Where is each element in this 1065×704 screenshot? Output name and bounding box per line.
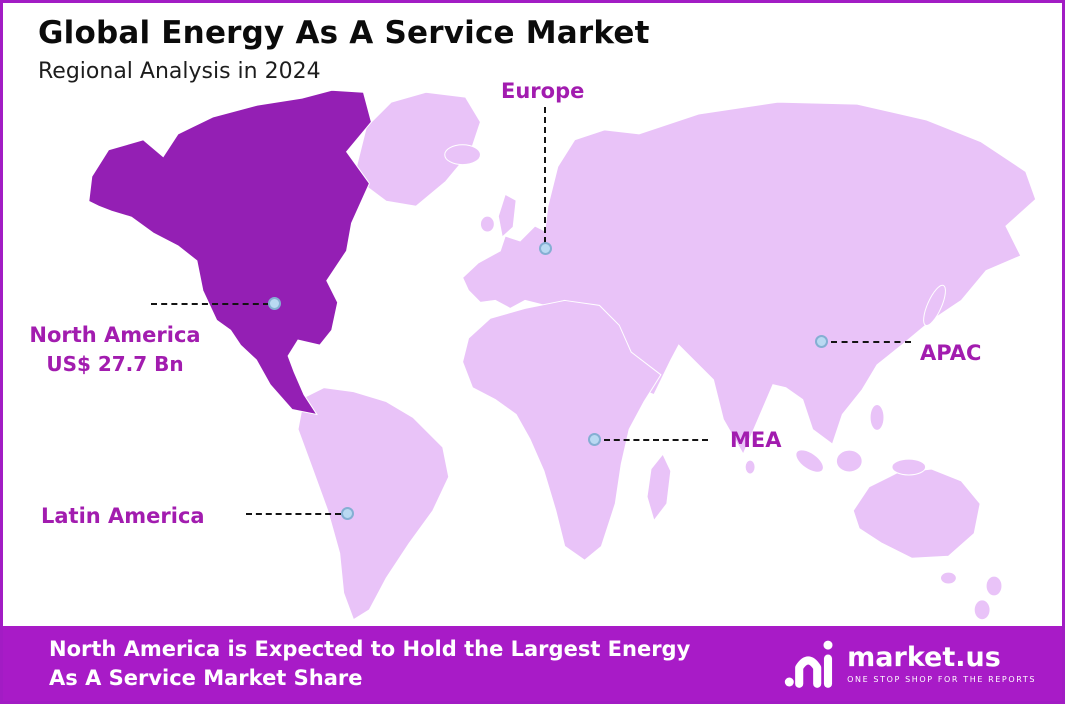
- landmass-sumatra: [795, 449, 824, 473]
- landmass-new-zealand-north: [985, 575, 1003, 597]
- apac-connector: [831, 341, 911, 343]
- north-america-label-block: North America US$ 27.7 Bn: [9, 323, 221, 376]
- apac-label: APAC: [920, 341, 982, 365]
- page-subtitle: Regional Analysis in 2024: [38, 59, 321, 84]
- latin-america-connector: [246, 513, 341, 515]
- page-title: Global Energy As A Service Market: [38, 15, 650, 51]
- latin-america-label: Latin America: [41, 504, 205, 528]
- landmass-iceland: [444, 144, 481, 166]
- brand-logo-icon: [784, 640, 833, 688]
- brand-logo: market.us ONE STOP SHOP FOR THE REPORTS: [783, 626, 1036, 701]
- latin-america-marker: [341, 507, 354, 520]
- mea-marker: [588, 433, 601, 446]
- landmass-uk: [497, 193, 517, 238]
- landmass-new-zealand-south: [973, 599, 991, 621]
- landmass-philippines: [869, 404, 885, 431]
- europe-marker: [539, 242, 552, 255]
- landmass-australia: [852, 468, 981, 559]
- north-america-connector: [151, 303, 269, 305]
- landmass-north-america-highlighted: [88, 89, 372, 416]
- mea-connector: [604, 439, 708, 441]
- landmass-tasmania: [939, 571, 957, 585]
- brand-tagline: ONE STOP SHOP FOR THE REPORTS: [847, 674, 1036, 684]
- north-america-label: North America: [29, 323, 201, 347]
- landmass-africa: [462, 299, 662, 561]
- world-map: [88, 89, 1037, 621]
- landmass-south-america: [297, 387, 450, 621]
- footer-annotation: North America is Expected to Hold the La…: [49, 637, 691, 690]
- footer-bar: North America is Expected to Hold the La…: [3, 626, 1062, 701]
- brand-name: market.us: [847, 641, 1001, 673]
- mea-label: MEA: [730, 428, 782, 452]
- north-america-marker: [268, 297, 281, 310]
- header: Global Energy As A Service Market Region…: [38, 15, 650, 84]
- brand-text-block: market.us ONE STOP SHOP FOR THE REPORTS: [847, 644, 1036, 684]
- landmass-new-guinea: [891, 458, 927, 476]
- landmass-madagascar: [646, 453, 672, 522]
- europe-label: Europe: [501, 79, 585, 103]
- landmass-japan: [923, 284, 946, 327]
- landmass-ireland: [479, 215, 495, 233]
- north-america-value: US$ 27.7 Bn: [46, 352, 184, 376]
- europe-connector: [544, 107, 546, 243]
- landmass-borneo: [835, 449, 863, 473]
- apac-marker: [815, 335, 828, 348]
- landmass-greenland: [355, 91, 481, 207]
- landmass-sri-lanka: [744, 459, 756, 475]
